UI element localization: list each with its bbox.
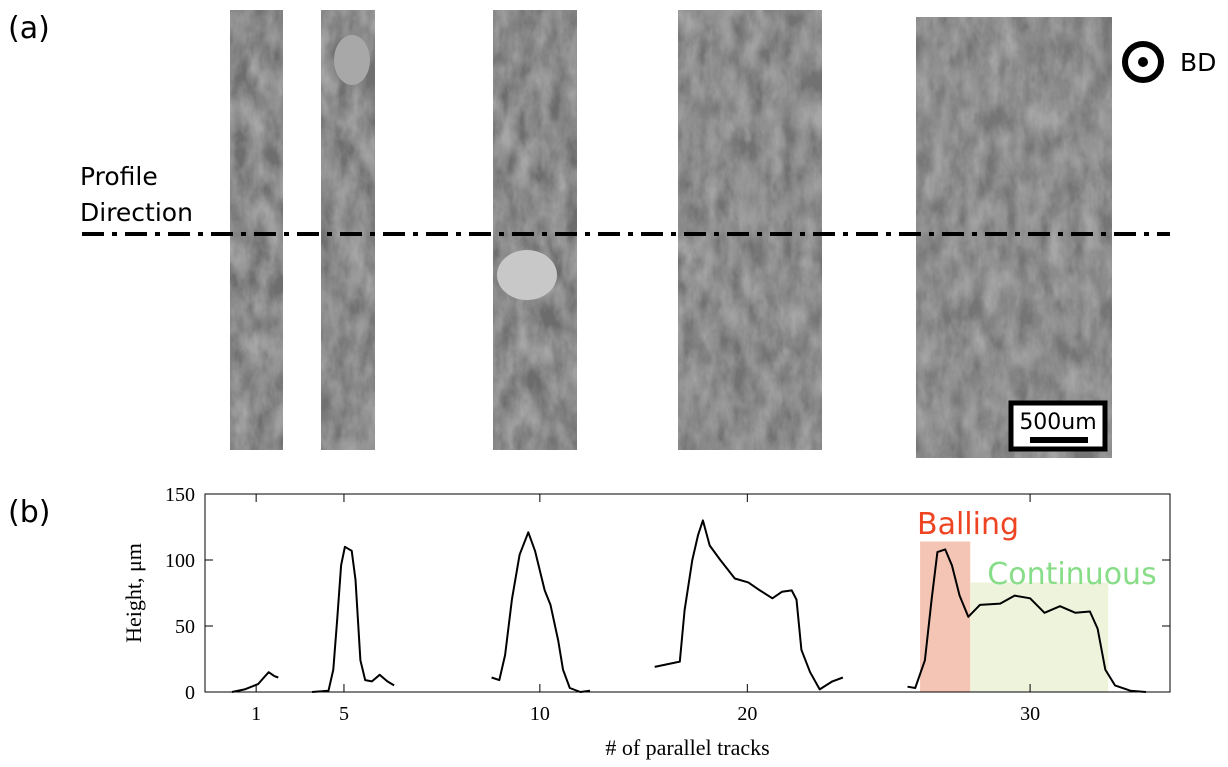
region xyxy=(970,582,1108,692)
x-axis-label: # of parallel tracks xyxy=(605,735,769,760)
y-axis-label: Height, μm xyxy=(121,543,146,643)
bd-label: BD xyxy=(1180,48,1216,77)
x-tick-label: 10 xyxy=(530,703,550,725)
figure: (a) Profile Direction BD 500um (b) 0 50 10… xyxy=(0,0,1228,767)
scale-label: 500um xyxy=(1019,410,1096,435)
y-tick-label: 150 xyxy=(165,484,195,506)
y-tick-label: 0 xyxy=(185,682,195,704)
x-tick-label: 5 xyxy=(339,703,349,725)
panel-label: (a) xyxy=(8,11,50,46)
x-tick-label: 30 xyxy=(1020,703,1040,725)
particle xyxy=(334,35,370,85)
sem-strip xyxy=(678,10,822,450)
sem-strip xyxy=(916,17,1112,458)
sem-strip xyxy=(230,10,283,450)
x-tick-label: 1 xyxy=(251,703,261,725)
profile-label: Profile xyxy=(80,162,158,191)
x-tick-label: 20 xyxy=(737,703,757,725)
particle xyxy=(497,250,557,300)
scale-bar xyxy=(1030,437,1088,443)
profile-label: Direction xyxy=(80,198,193,227)
sem-strip xyxy=(493,10,577,450)
y-tick-label: 50 xyxy=(175,616,195,638)
region-label: Continuous xyxy=(987,557,1156,592)
bd-dot xyxy=(1138,57,1148,67)
panel-label: (b) xyxy=(8,495,50,530)
region-label: Balling xyxy=(917,507,1019,542)
region xyxy=(920,542,970,692)
y-tick-label: 100 xyxy=(165,550,195,572)
